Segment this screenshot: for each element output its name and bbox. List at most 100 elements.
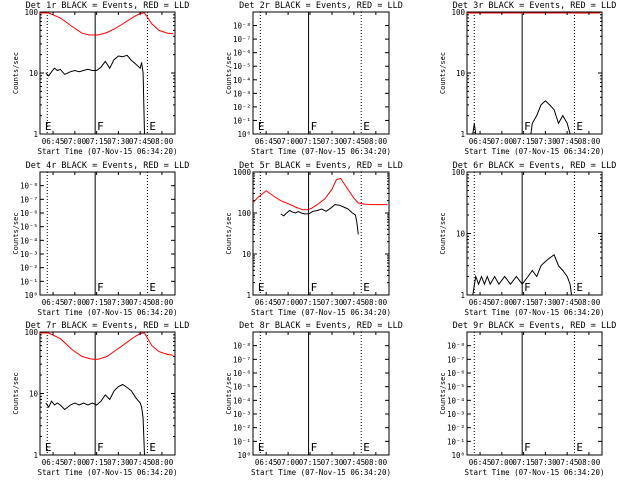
- x-tick-label: 07:00: [491, 298, 514, 307]
- marker-label: F: [311, 120, 318, 133]
- y-tick-label: 10⁻⁷: [20, 195, 38, 204]
- marker-label: F: [311, 281, 318, 294]
- y-tick-label: 10⁻¹: [20, 277, 38, 286]
- y-tick-label: 1: [460, 291, 465, 300]
- y-tick-label: 1: [33, 451, 38, 460]
- y-tick-label: 10⁻⁵: [20, 223, 38, 232]
- x-tick-label: 06:45: [255, 458, 278, 467]
- y-tick-label: 10⁻⁴: [233, 76, 251, 85]
- marker-label: E: [258, 441, 265, 454]
- marker-label: F: [97, 120, 104, 133]
- y-tick-label: 10⁻⁵: [447, 383, 465, 392]
- y-tick-label: 100: [24, 8, 38, 17]
- x-axis-label: Start Time (07-Nov-15 06:34:20): [251, 308, 391, 317]
- marker-label: F: [524, 120, 531, 133]
- y-tick-label: 10: [242, 250, 252, 259]
- chart-panel: Det 5r BLACK = Events, RED = LLD E F E 06:45…: [225, 161, 403, 317]
- plot-frame: [39, 171, 176, 296]
- y-tick-label: 10⁰: [237, 130, 251, 139]
- lld-series-line: [252, 177, 388, 211]
- x-tick-label: 07:45: [556, 298, 579, 307]
- y-tick-label: 100: [237, 209, 251, 218]
- y-tick-label: 10⁻⁴: [447, 396, 465, 405]
- marker-label: E: [363, 120, 370, 133]
- x-tick-label: 06:45: [469, 458, 492, 467]
- chart-panel: Det 2r BLACK = Events, RED = LLD E F E 06:45…: [225, 1, 403, 156]
- y-axis-label: Counts/sec: [12, 52, 20, 94]
- x-tick-label: 07:15: [85, 458, 108, 467]
- x-tick-label: 07:00: [277, 137, 300, 146]
- chart-panel: Det 8r BLACK = Events, RED = LLD E F E 06:45…: [225, 321, 403, 477]
- x-tick-label: 07:15: [299, 458, 322, 467]
- x-tick-label: 07:30: [534, 137, 557, 146]
- plot-frame: [252, 331, 390, 456]
- x-tick-label: 07:00: [64, 458, 87, 467]
- marker-label: F: [97, 281, 104, 294]
- x-tick-label: 07:45: [556, 458, 579, 467]
- x-tick-label: 07:45: [343, 137, 366, 146]
- events-series-line: [45, 383, 145, 456]
- chart-title: Det 8r BLACK = Events, RED = LLD: [239, 321, 403, 331]
- y-tick-label: 10⁻⁵: [233, 383, 251, 392]
- plot-frame: [39, 11, 176, 135]
- x-tick-label: 07:15: [512, 298, 535, 307]
- y-tick-label: 10: [29, 390, 39, 399]
- x-axis-label: Start Time (07-Nov-15 06:34:20): [465, 147, 605, 156]
- x-axis-label: Start Time (07-Nov-15 06:34:20): [38, 308, 178, 317]
- x-tick-label: 08:00: [578, 137, 601, 146]
- y-tick-label: 10⁻⁴: [233, 396, 251, 405]
- plot-frame: [252, 171, 390, 296]
- marker-label: F: [311, 441, 318, 454]
- x-tick-label: 08:00: [578, 298, 601, 307]
- x-tick-label: 06:45: [255, 298, 278, 307]
- x-tick-label: 07:30: [107, 458, 130, 467]
- chart-panel: Det 1r BLACK = Events, RED = LLD E F E 06:45…: [12, 1, 189, 156]
- chart-panel: Det 7r BLACK = Events, RED = LLD E F E 06:45…: [12, 321, 189, 477]
- y-tick-label: 10⁻³: [447, 410, 465, 419]
- events-series-line: [472, 254, 572, 296]
- marker-label: F: [524, 281, 531, 294]
- lld-series-line: [40, 332, 174, 360]
- y-axis-label: Counts/sec: [12, 372, 20, 414]
- events-series-line: [472, 100, 571, 135]
- y-axis-label: Counts/sec: [225, 212, 233, 254]
- marker-label: E: [149, 120, 156, 133]
- x-tick-label: 08:00: [365, 458, 388, 467]
- x-tick-label: 08:00: [365, 298, 388, 307]
- x-tick-label: 07:45: [556, 137, 579, 146]
- x-tick-label: 07:15: [85, 137, 108, 146]
- x-axis-label: Start Time (07-Nov-15 06:34:20): [251, 147, 391, 156]
- y-tick-label: 10⁻⁶: [233, 49, 251, 58]
- marker-label: E: [363, 441, 370, 454]
- marker-label: E: [363, 281, 370, 294]
- y-tick-label: 1: [33, 130, 38, 139]
- marker-label: E: [149, 441, 156, 454]
- y-tick-label: 10⁻²: [233, 103, 251, 112]
- x-axis-label: Start Time (07-Nov-15 06:34:20): [251, 468, 391, 477]
- x-tick-label: 07:15: [299, 137, 322, 146]
- chart-title: Det 5r BLACK = Events, RED = LLD: [239, 161, 403, 171]
- x-tick-label: 08:00: [578, 458, 601, 467]
- chart-title: Det 2r BLACK = Events, RED = LLD: [239, 1, 403, 11]
- chart-title: Det 4r BLACK = Events, RED = LLD: [26, 161, 190, 171]
- y-tick-label: 10⁻⁸: [20, 182, 38, 191]
- x-tick-label: 08:00: [151, 298, 174, 307]
- events-series-line: [45, 54, 145, 135]
- y-tick-label: 10⁻⁷: [447, 355, 465, 364]
- chart-title: Det 7r BLACK = Events, RED = LLD: [26, 321, 190, 331]
- y-tick-label: 10⁻⁸: [447, 342, 465, 351]
- x-axis-label: Start Time (07-Nov-15 06:34:20): [465, 308, 605, 317]
- x-tick-label: 07:00: [64, 298, 87, 307]
- y-axis-label: Counts/sec: [225, 52, 233, 94]
- y-tick-label: 10⁻²: [20, 264, 38, 273]
- lld-series-line: [40, 12, 174, 36]
- x-tick-label: 07:15: [512, 458, 535, 467]
- x-tick-label: 06:45: [42, 458, 65, 467]
- x-tick-label: 07:45: [343, 458, 366, 467]
- chart-title: Det 6r BLACK = Events, RED = LLD: [453, 161, 617, 171]
- y-tick-label: 10⁰: [451, 451, 465, 460]
- y-axis-label: Counts/sec: [12, 212, 20, 254]
- x-tick-label: 06:45: [42, 137, 65, 146]
